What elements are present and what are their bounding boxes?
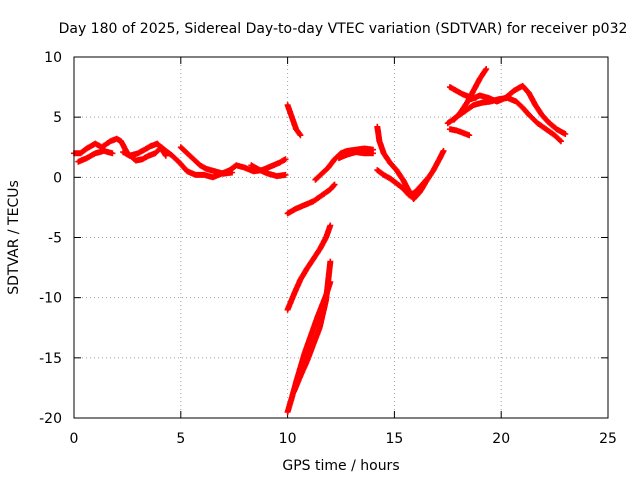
- series-arc-19: [468, 82, 569, 137]
- x-tick-label: 15: [385, 431, 403, 447]
- series-arc-8: [284, 222, 334, 313]
- data-marker: [335, 149, 376, 162]
- series-arc-14: [374, 167, 432, 199]
- data-marker: [291, 258, 334, 395]
- x-tick-label: 25: [599, 431, 617, 447]
- y-tick-label: -10: [39, 291, 62, 307]
- y-tick-label: 0: [53, 170, 62, 186]
- x-tick-label: 20: [492, 431, 510, 447]
- series-arc-12: [335, 149, 376, 162]
- data-marker: [284, 222, 334, 313]
- x-tick-label: 0: [70, 431, 79, 447]
- x-axis-label: GPS time / hours: [282, 458, 399, 474]
- plot-frame: [73, 56, 609, 419]
- y-tick-label: -20: [39, 411, 62, 427]
- data-marker: [75, 147, 116, 165]
- data-marker: [248, 162, 289, 180]
- series-arc-13: [374, 123, 447, 202]
- data-marker: [71, 135, 289, 181]
- chart-title: Day 180 of 2025, Sidereal Day-to-day VTE…: [59, 21, 628, 37]
- x-tick-label: 10: [279, 431, 297, 447]
- y-tick-label: 5: [53, 110, 62, 126]
- data-marker: [468, 82, 569, 137]
- y-tick-label: 10: [44, 50, 62, 66]
- data-marker: [284, 181, 338, 217]
- y-tick-label: -5: [48, 231, 62, 247]
- data-marker: [374, 167, 432, 199]
- series-arc-7: [284, 181, 338, 217]
- plot-data: [71, 66, 569, 415]
- series-arc-6: [284, 102, 304, 139]
- series-arc-1: [71, 135, 289, 181]
- axis-ticks: 0 5 10 15 20 25 -20 -15 -10 -5 0 5 10: [39, 50, 617, 447]
- data-marker: [120, 140, 169, 159]
- y-axis-label: SDTVAR / TECUs: [6, 180, 22, 295]
- data-marker: [177, 144, 236, 177]
- x-tick-label: 5: [176, 431, 185, 447]
- series-arc-4: [120, 140, 169, 159]
- data-marker: [284, 102, 304, 139]
- data-marker: [446, 126, 473, 139]
- gridlines: [74, 57, 608, 418]
- series-arc-10: [291, 258, 334, 395]
- series-arc-5: [248, 162, 289, 180]
- series-arc-15: [446, 126, 473, 139]
- series-arc-3: [75, 147, 116, 165]
- data-marker: [374, 123, 447, 202]
- series-arc-2: [177, 144, 236, 177]
- y-tick-label: -15: [39, 351, 62, 367]
